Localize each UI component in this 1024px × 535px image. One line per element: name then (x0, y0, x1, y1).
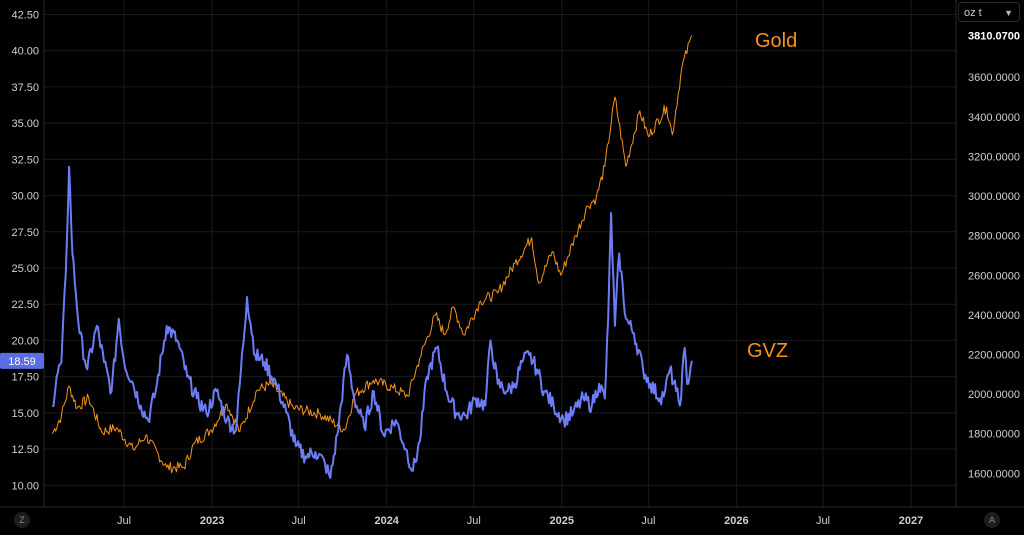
right-tick-label: 3400.0000 (968, 112, 1020, 124)
gold-current-value: 3810.0700 (968, 31, 1020, 43)
chevron-down-icon: ▼ (1004, 8, 1013, 18)
left-tick-label: 30.00 (11, 191, 39, 203)
unit-label: oz t (964, 7, 982, 19)
x-tick-label: 2026 (724, 515, 748, 527)
right-tick-label: 2600.0000 (968, 270, 1020, 282)
zoom-button[interactable]: Z (14, 512, 30, 528)
right-tick-label: 2200.0000 (968, 350, 1020, 362)
left-tick-label: 42.50 (11, 9, 39, 21)
series-line-gvz (51, 165, 693, 479)
x-tick-label: 2023 (200, 515, 224, 527)
right-tick-label: 2800.0000 (968, 231, 1020, 243)
x-tick-label: Jul (467, 515, 481, 527)
left-tick-label: 40.00 (11, 46, 39, 58)
series-line-gold (51, 35, 693, 474)
left-tick-label: 25.00 (11, 263, 39, 275)
unit-selector[interactable]: oz t ▼ (958, 2, 1020, 22)
right-tick-label: 1600.0000 (968, 468, 1020, 480)
right-tick-label: 3200.0000 (968, 151, 1020, 163)
left-tick-label: 22.50 (11, 299, 39, 311)
right-tick-label: 3600.0000 (968, 72, 1020, 84)
right-tick-label: 2000.0000 (968, 389, 1020, 401)
left-tick-label: 27.50 (11, 227, 39, 239)
left-tick-label: 32.50 (11, 154, 39, 166)
left-tick-label: 15.00 (11, 408, 39, 420)
left-tick-label: 35.00 (11, 118, 39, 130)
left-tick-label: 20.00 (11, 335, 39, 347)
x-tick-label: Jul (292, 515, 306, 527)
right-tick-label: 3000.0000 (968, 191, 1020, 203)
x-tick-label: 2024 (374, 515, 399, 527)
x-tick-label: Jul (816, 515, 830, 527)
left-tick-label: 17.50 (11, 372, 39, 384)
left-tick-label: 12.50 (11, 444, 39, 456)
x-tick-label: Jul (641, 515, 655, 527)
left-tick-label: 37.50 (11, 82, 39, 94)
x-tick-label: 2025 (550, 515, 574, 527)
gvz-current-badge (0, 352, 44, 369)
series-label-gvz: GVZ (747, 340, 789, 362)
left-tick-label: 10.00 (11, 480, 39, 492)
x-tick-label: Jul (117, 515, 131, 527)
right-tick-label: 1800.0000 (968, 429, 1020, 441)
auto-scale-button[interactable]: A (984, 512, 1000, 528)
x-tick-label: 2027 (899, 515, 923, 527)
right-tick-label: 2400.0000 (968, 310, 1020, 322)
series-label-gold: Gold (755, 30, 798, 52)
gvz-current-value: 18.59 (8, 356, 36, 368)
